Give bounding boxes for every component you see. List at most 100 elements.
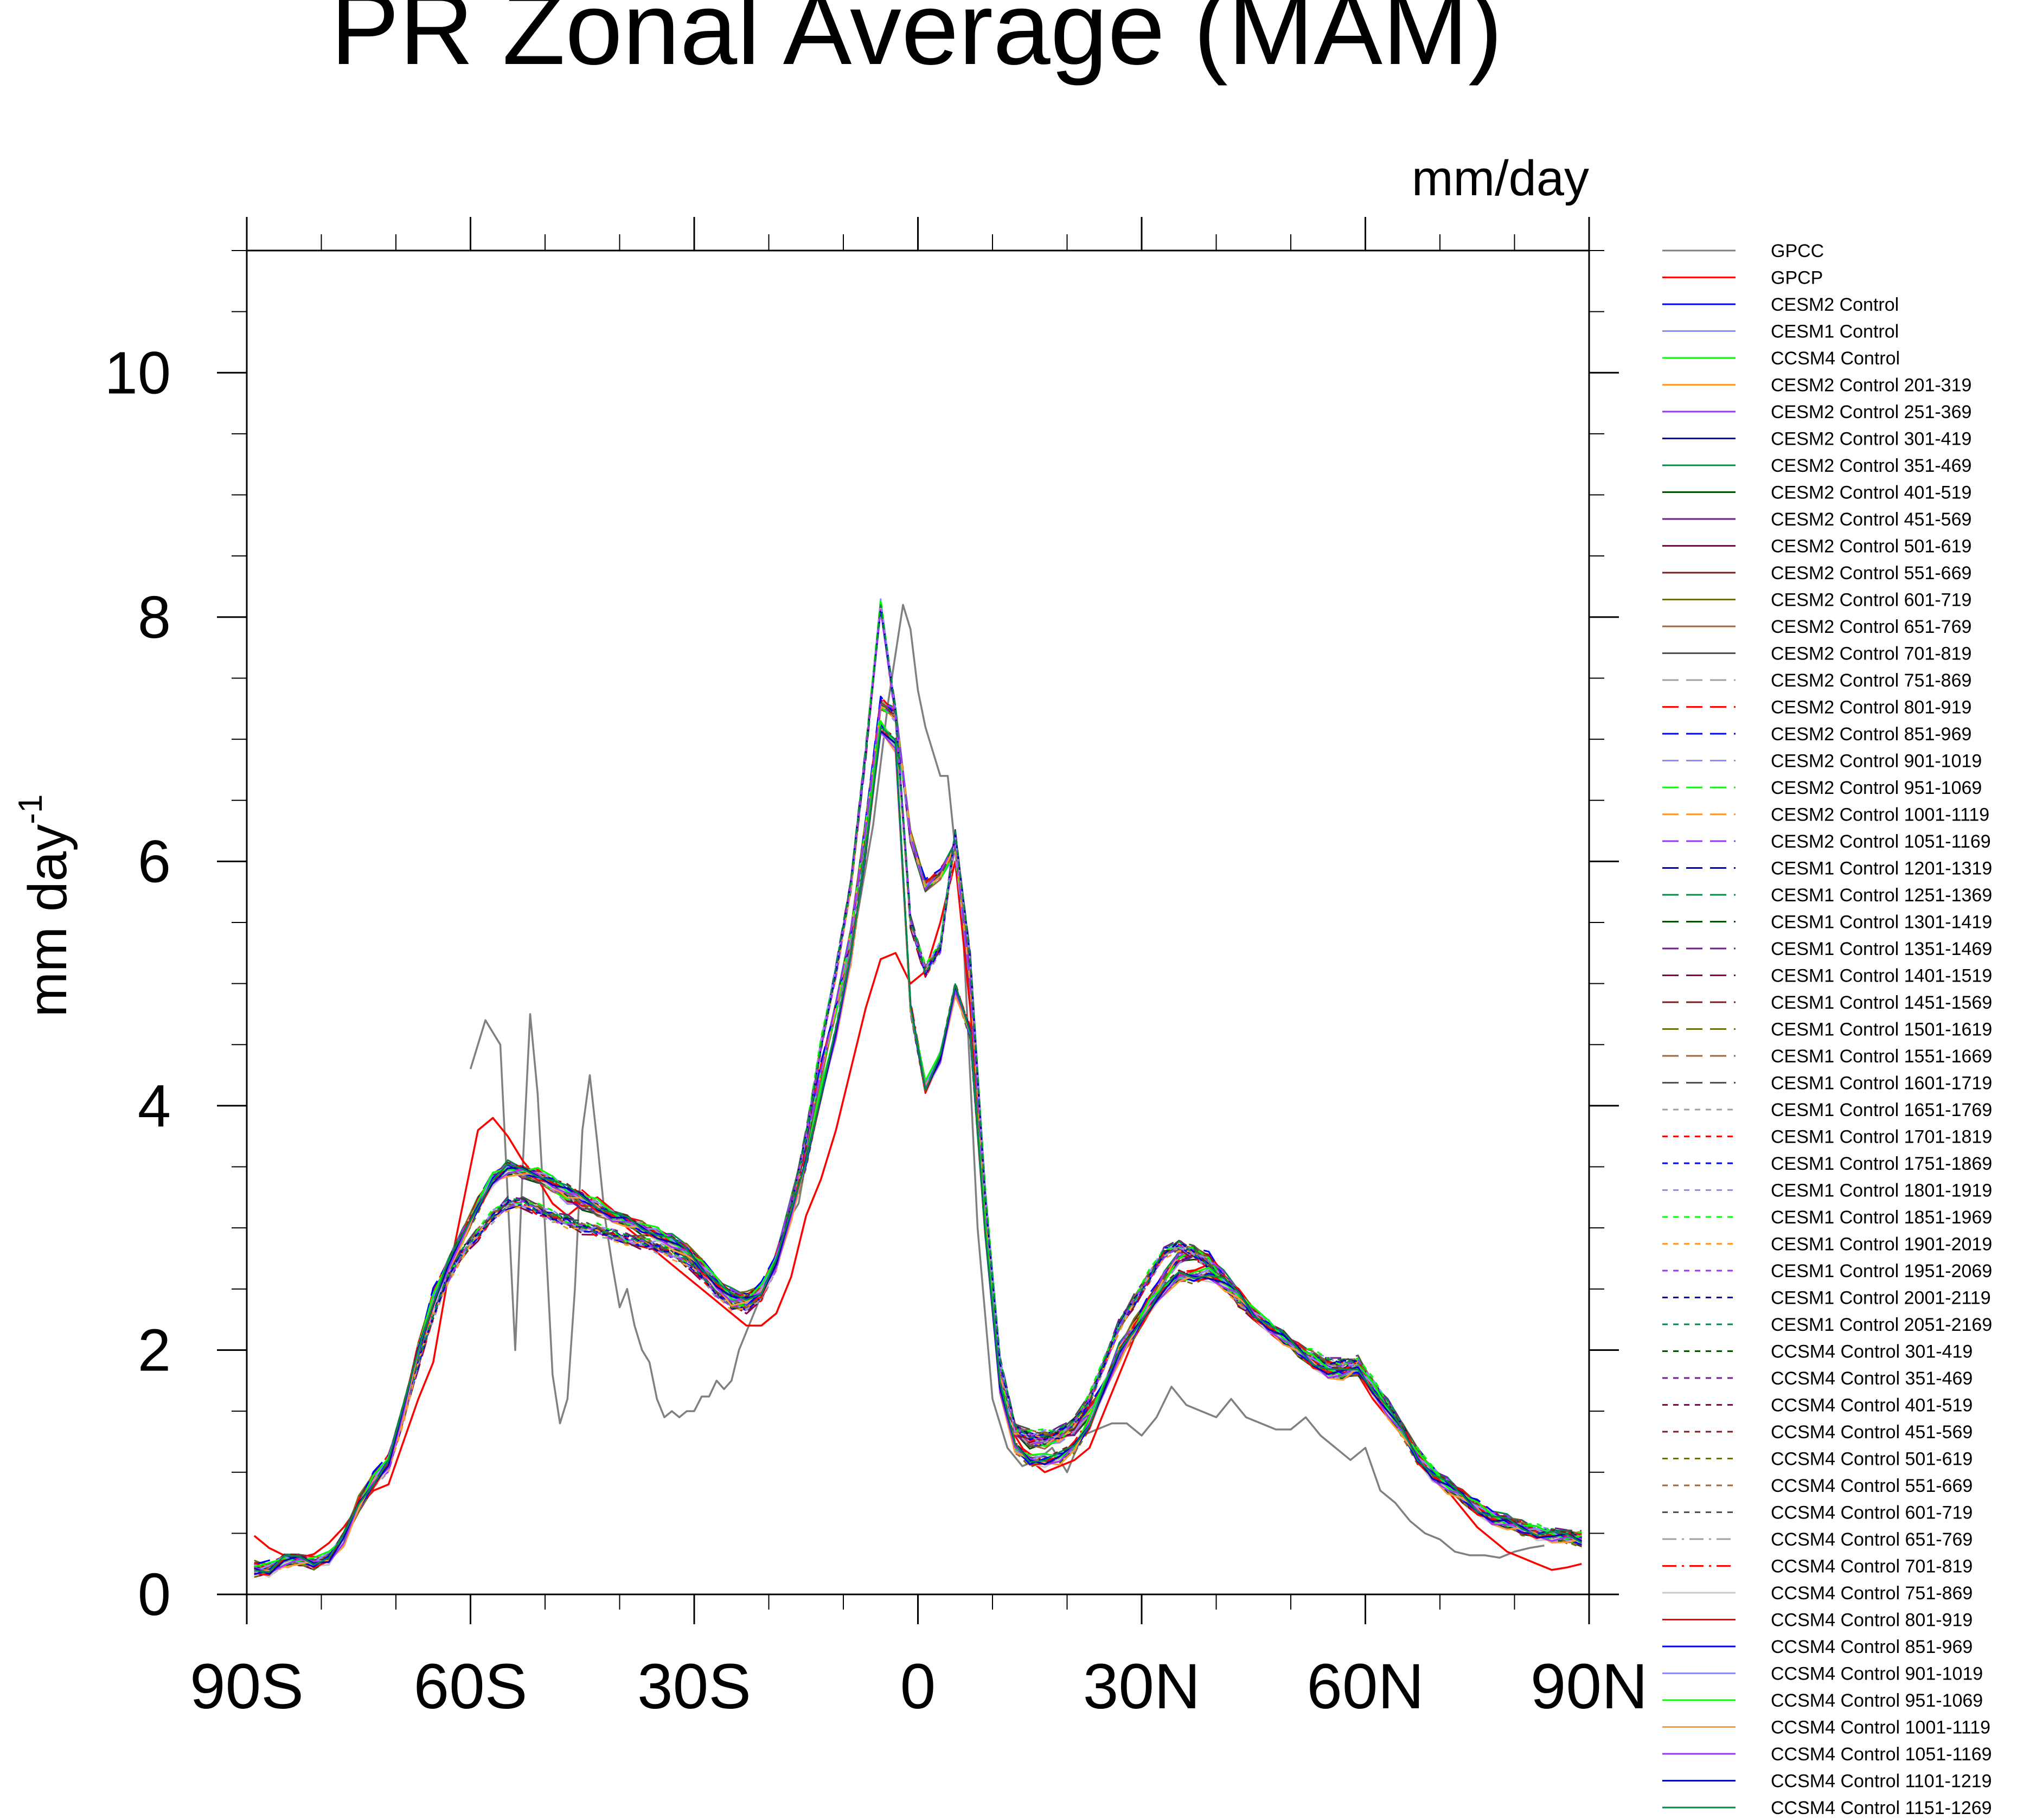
series-line-member xyxy=(254,700,1582,1565)
legend-label: CESM2 Control 951-1069 xyxy=(1771,778,1982,798)
legend-label: CESM2 Control 851-969 xyxy=(1771,724,1971,745)
legend-label: CESM2 Control 551-669 xyxy=(1771,563,1971,584)
legend-label: CCSM4 Control 451-569 xyxy=(1771,1422,1973,1443)
legend-label: CCSM4 Control 351-469 xyxy=(1771,1368,1973,1389)
series-line-member xyxy=(254,698,1582,1568)
legend-label: CESM2 Control 251-369 xyxy=(1771,402,1971,422)
y-tick-label: 10 xyxy=(105,339,171,406)
series-line-member xyxy=(254,696,1582,1571)
series-line-member xyxy=(254,700,1582,1573)
legend-label: CCSM4 Control 951-1069 xyxy=(1771,1690,1983,1711)
series-line-member xyxy=(254,702,1583,1571)
legend-label: CCSM4 Control 1151-1269 xyxy=(1771,1798,1992,1818)
series-line-member xyxy=(254,702,1582,1567)
series-line-member xyxy=(254,707,1582,1572)
legend-label: CESM1 Control 1701-1819 xyxy=(1771,1127,1992,1148)
series-line-member xyxy=(254,725,1583,1572)
series-line-member xyxy=(254,600,1582,1571)
legend-label: CESM2 Control 701-819 xyxy=(1771,644,1971,664)
series-line-member xyxy=(254,607,1582,1574)
legend-label: CESM2 Control 501-619 xyxy=(1771,536,1971,557)
series-line-member xyxy=(254,604,1582,1569)
legend-label: CCSM4 Control 701-819 xyxy=(1771,1556,1973,1577)
series-line-member xyxy=(254,704,1582,1571)
legend-label: CESM1 Control 1451-1569 xyxy=(1771,992,1992,1013)
x-tick-label: 30N xyxy=(1083,1651,1200,1722)
series-line-member xyxy=(254,698,1582,1573)
legend-label: CESM2 Control 751-869 xyxy=(1771,670,1971,691)
units-label: mm/day xyxy=(1412,151,1589,206)
legend-label: CCSM4 Control 601-719 xyxy=(1771,1503,1973,1523)
legend-label: CESM1 Control 1201-1319 xyxy=(1771,858,1992,879)
legend-label: CESM2 Control 1001-1119 xyxy=(1771,805,1989,825)
y-axis-label-exponent: -1 xyxy=(12,794,49,824)
series-line-member xyxy=(254,704,1583,1574)
series-line-member xyxy=(254,725,1582,1567)
series-line-gpcp xyxy=(253,860,1582,1571)
legend-label: CCSM4 Control 1001-1119 xyxy=(1771,1718,1990,1738)
legend-label: CESM1 Control 1651-1769 xyxy=(1771,1100,1992,1120)
series-line-member xyxy=(254,603,1582,1572)
legend-label: CESM1 Control 1351-1469 xyxy=(1771,939,1992,959)
series-line-member xyxy=(254,709,1582,1575)
series-line-member xyxy=(254,723,1582,1571)
legend-label: CESM1 Control 1851-1969 xyxy=(1771,1207,1992,1228)
legend-label: CESM1 Control 2051-2169 xyxy=(1771,1315,1992,1335)
tick-labels: 90S 60S 30S 0 30N 60N 90N 0 2 4 6 8 10 xyxy=(105,339,1648,1722)
y-tick-label: 6 xyxy=(138,828,171,895)
series-line-member xyxy=(254,700,1583,1569)
legend-label: CESM1 Control xyxy=(1771,322,1899,342)
series-line-member xyxy=(254,705,1582,1569)
legend-label: CCSM4 Control 501-619 xyxy=(1771,1449,1973,1470)
series-line-member xyxy=(254,601,1582,1575)
legend-label: CESM2 Control xyxy=(1771,294,1899,315)
legend-label: CESM1 Control 1301-1419 xyxy=(1771,912,1992,933)
series-line-member xyxy=(254,720,1582,1573)
y-axis-label: mm day-1 xyxy=(12,794,78,1017)
x-tick-label: 60S xyxy=(414,1651,528,1722)
series-line-member xyxy=(254,611,1582,1578)
legend: GPCC GPCP CESM2 Control CESM1 Control CCSM4 … xyxy=(1662,241,1992,1818)
x-tick-label: 30S xyxy=(637,1651,751,1722)
series-line-member xyxy=(254,702,1582,1576)
series-line-member xyxy=(254,609,1582,1574)
series-line-member xyxy=(254,605,1582,1578)
legend-label: CCSM4 Control xyxy=(1771,348,1900,369)
x-tick-label: 90S xyxy=(190,1651,304,1722)
series-line-member xyxy=(254,598,1582,1573)
legend-label: CESM1 Control 1401-1519 xyxy=(1771,966,1992,986)
series-line-member xyxy=(254,607,1582,1572)
legend-label: CCSM4 Control 401-519 xyxy=(1771,1395,1973,1416)
series-line-member xyxy=(254,604,1582,1573)
legend-label: CESM1 Control 1251-1369 xyxy=(1771,885,1992,906)
series-line-member xyxy=(254,706,1582,1573)
x-tick-label: 90N xyxy=(1531,1651,1648,1722)
legend-label: CESM1 Control 1751-1869 xyxy=(1771,1153,1992,1174)
legend-label: CESM2 Control 601-719 xyxy=(1771,590,1971,611)
legend-label: GPCP xyxy=(1771,268,1823,289)
legend-label: CESM1 Control 1551-1669 xyxy=(1771,1046,1992,1067)
legend-label: CCSM4 Control 901-1019 xyxy=(1771,1664,1983,1684)
x-tick-label: 0 xyxy=(900,1651,936,1722)
chart-title: PR Zonal Average (MAM) xyxy=(330,0,1502,86)
series-line-member xyxy=(254,601,1582,1576)
y-tick-label: 4 xyxy=(138,1073,171,1139)
legend-label: CCSM4 Control 651-769 xyxy=(1771,1529,1973,1550)
legend-label: CESM2 Control 801-919 xyxy=(1771,697,1971,718)
legend-label: CCSM4 Control 801-919 xyxy=(1771,1610,1973,1631)
legend-label: CESM2 Control 901-1019 xyxy=(1771,751,1982,772)
legend-label: GPCC xyxy=(1771,241,1824,261)
plot-frame xyxy=(246,249,1590,1595)
legend-label: CESM1 Control 1901-2019 xyxy=(1771,1234,1992,1255)
series-line-member xyxy=(254,705,1582,1570)
series-line-member xyxy=(254,703,1582,1568)
x-tick-label: 60N xyxy=(1307,1651,1424,1722)
series-line-member xyxy=(254,605,1582,1571)
series-line-member xyxy=(254,606,1582,1574)
series-line-member xyxy=(254,724,1582,1575)
series-line-member xyxy=(254,720,1582,1568)
legend-label: CCSM4 Control 1051-1169 xyxy=(1771,1744,1992,1765)
series-line-member xyxy=(254,607,1582,1576)
legend-label: CESM1 Control 1501-1619 xyxy=(1771,1020,1992,1040)
series-line-member xyxy=(254,723,1582,1576)
